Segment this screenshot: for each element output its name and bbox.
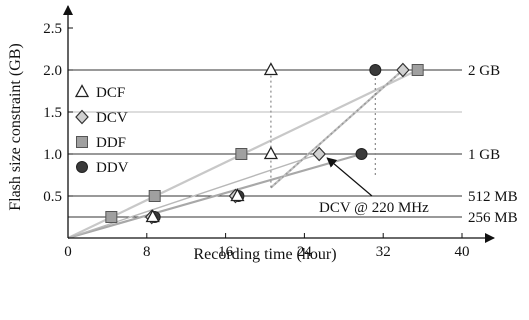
legend-label-ddv: DDV [96, 160, 129, 176]
point-dcv-2 [312, 146, 326, 162]
point-ddf-3 [411, 64, 424, 76]
x-tick-label-0: 0 [64, 244, 72, 260]
legend-label-dcv: DCV [96, 110, 128, 126]
reference-line-label-0: 2 GB [468, 63, 500, 79]
annotation-arrow-0 [326, 157, 373, 197]
y-tick-label-0: 0.5 [43, 189, 62, 205]
axis-layer: 0 8 16 24 32 40 0.5 1.0 1.5 2.0 2.5 [43, 5, 495, 260]
y-tick-label-1: 1.0 [43, 147, 62, 163]
x-axis-label: Recording time (hour) [193, 246, 336, 263]
point-dcf-0 [145, 209, 160, 223]
annotation-layer: DCV @ 220 MHz [319, 157, 429, 216]
point-dcf-3 [263, 62, 279, 76]
x-tick-label-4: 32 [376, 244, 391, 260]
y-axis-label: Flash size constraint (GB) [7, 43, 24, 211]
reference-line-label-3: 512 MB [468, 189, 518, 205]
point-dcf-2 [263, 146, 279, 160]
x-tick-label-3: 24 [297, 244, 313, 260]
point-ddf-0 [105, 211, 118, 223]
y-tick-label-4: 2.5 [43, 21, 62, 37]
trend-line-3 [270, 69, 404, 189]
x-tick-label-2: 16 [218, 244, 234, 260]
x-tick-label-1: 8 [143, 244, 151, 260]
legend: DCF DCV DDF DDV [74, 84, 129, 176]
point-ddv-3 [369, 64, 382, 76]
legend-marker-ddv [76, 161, 88, 173]
legend-label-ddf: DDF [96, 135, 126, 151]
trend-line-1 [67, 152, 362, 240]
point-dcf-1 [230, 188, 245, 202]
reference-line-label-4: 256 MB [468, 210, 518, 226]
trend-line-2 [67, 153, 320, 239]
point-ddf-2 [235, 148, 248, 160]
point-ddv-2 [355, 148, 368, 160]
point-layer [105, 62, 424, 225]
annotation-text-0: DCV @ 220 MHz [319, 200, 429, 216]
legend-marker-ddf [76, 136, 88, 148]
legend-marker-dcv [75, 109, 89, 125]
y-tick-label-2: 1.5 [43, 105, 62, 121]
point-ddf-1 [148, 190, 161, 202]
point-dcv-3 [396, 62, 410, 78]
y-tick-label-3: 2.0 [43, 63, 62, 79]
legend-marker-dcf [74, 84, 90, 98]
x-tick-label-5: 40 [455, 244, 470, 260]
grid-layer: 2 GB 1 GB 512 MB 256 MB [68, 63, 518, 226]
legend-label-dcf: DCF [96, 85, 125, 101]
reference-line-label-2: 1 GB [468, 147, 500, 163]
